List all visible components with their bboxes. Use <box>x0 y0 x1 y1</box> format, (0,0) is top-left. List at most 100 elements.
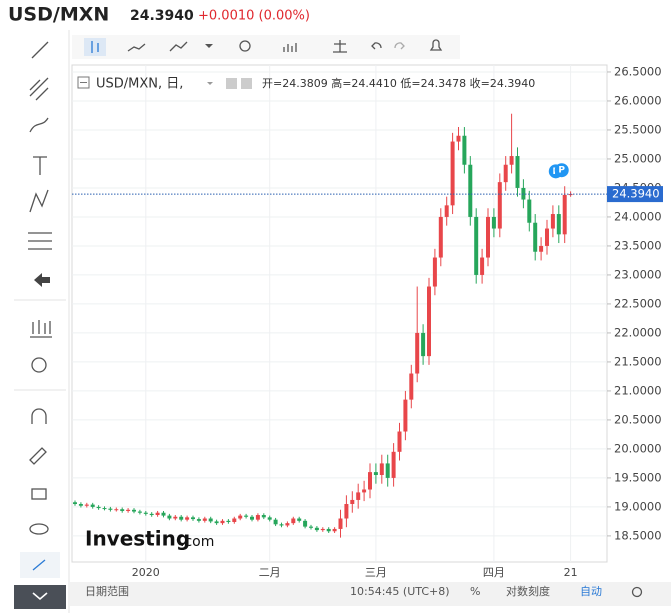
candle-body <box>255 515 260 520</box>
candle-body <box>397 431 402 452</box>
magnet-tool[interactable] <box>31 408 47 424</box>
candle-body <box>320 528 325 531</box>
toolbar <box>72 35 460 59</box>
marks <box>72 113 607 538</box>
y-tick-label: 21.0000 <box>614 383 662 397</box>
candle-body <box>273 519 278 525</box>
candle-body <box>468 164 473 217</box>
candle-body <box>202 518 207 521</box>
candle-body <box>533 222 538 252</box>
eye-button[interactable] <box>226 78 237 89</box>
candle-body <box>137 511 142 513</box>
candle-body <box>403 399 408 432</box>
y-tick-label: 20.0000 <box>614 441 662 455</box>
brush-tool[interactable] <box>29 117 49 133</box>
event-marker-label: P <box>558 166 565 176</box>
candle-body <box>427 286 431 357</box>
visibility-tool[interactable] <box>29 523 49 535</box>
trend-tool[interactable] <box>31 41 49 59</box>
candle-body <box>238 515 243 519</box>
candle-body <box>326 528 331 532</box>
percent-button[interactable]: % <box>470 585 480 598</box>
candle-body <box>78 504 83 506</box>
icon <box>91 41 99 53</box>
collapse-button[interactable] <box>14 585 66 609</box>
grid <box>72 65 611 562</box>
candle-body <box>438 216 443 258</box>
pattern-tool[interactable] <box>29 189 49 213</box>
candle-body <box>261 515 266 518</box>
candle-body <box>462 135 467 165</box>
y-tick-label: 22.5000 <box>614 296 662 310</box>
line-button[interactable] <box>169 41 188 52</box>
auto-button[interactable]: 自动 <box>580 585 602 598</box>
settings-button[interactable] <box>241 78 252 89</box>
compare-button[interactable] <box>333 40 347 53</box>
footer-bg <box>70 582 671 606</box>
symbol: USD/MXN <box>8 4 109 26</box>
undo-button[interactable] <box>371 42 382 50</box>
candle-body <box>545 228 549 246</box>
candle-body <box>279 524 284 526</box>
candle-body <box>527 199 532 223</box>
candle-body <box>456 135 461 142</box>
candle-body <box>550 214 555 229</box>
candle-body <box>132 509 136 512</box>
event-marker <box>554 163 569 178</box>
collapse-legend[interactable] <box>77 76 90 89</box>
candle-body <box>155 512 160 516</box>
candle-button[interactable] <box>84 38 106 56</box>
y-tick-label: 19.5000 <box>614 470 662 484</box>
date-range[interactable]: 日期范围 <box>85 584 129 598</box>
toolbar-bg <box>72 35 460 59</box>
candle-body <box>486 216 490 258</box>
price: 24.3940 <box>130 8 194 24</box>
lock-tool[interactable] <box>31 488 47 500</box>
candle-body <box>126 509 131 511</box>
candle-body <box>497 182 502 229</box>
candle-body <box>196 519 201 521</box>
candle-body <box>350 499 355 505</box>
back-tool[interactable] <box>34 273 50 287</box>
candle-body <box>114 509 119 511</box>
measure-tool[interactable] <box>30 320 52 338</box>
legend-title: USD/MXN, 日, <box>96 77 183 92</box>
lock-draw-tool[interactable] <box>29 447 47 465</box>
y-tick-label: 25.0000 <box>614 151 662 165</box>
candle-body <box>291 518 296 524</box>
fib-tool[interactable] <box>29 77 49 101</box>
footer-settings[interactable] <box>631 586 643 598</box>
dropdown[interactable] <box>207 82 213 85</box>
dropdown[interactable] <box>205 44 213 48</box>
watermark: Investing <box>85 527 190 551</box>
candle-body <box>314 527 319 531</box>
sidebar <box>0 30 67 613</box>
y-tick-label: 22.0000 <box>614 325 662 339</box>
y-tick-label: 26.5000 <box>614 64 662 78</box>
candle-body <box>432 257 437 287</box>
plot-frame <box>71 64 608 563</box>
bar-button[interactable] <box>127 43 146 52</box>
candle-body <box>562 194 567 235</box>
projection-tool[interactable] <box>28 232 52 250</box>
candle-body <box>244 515 249 517</box>
zoom-tool[interactable] <box>31 357 47 373</box>
alert-button[interactable] <box>429 39 443 51</box>
y-tick-label: 23.5000 <box>614 238 662 252</box>
candle-body <box>362 489 367 493</box>
last-price-label: 24.3940 <box>612 187 660 201</box>
link-tool[interactable] <box>32 559 46 571</box>
indicator-button[interactable] <box>283 43 297 52</box>
candle-body <box>515 156 520 188</box>
candle-body <box>344 504 349 519</box>
candle-body <box>332 528 337 532</box>
candle-body <box>96 506 101 509</box>
settings-button[interactable] <box>239 40 251 52</box>
candle-body <box>385 463 390 478</box>
candle-body <box>556 214 561 235</box>
text-tool[interactable] <box>33 156 47 175</box>
candle-body <box>226 520 231 522</box>
redo-button[interactable] <box>394 42 405 50</box>
log-button[interactable]: 对数刻度 <box>506 584 550 598</box>
candle-body <box>250 516 254 520</box>
